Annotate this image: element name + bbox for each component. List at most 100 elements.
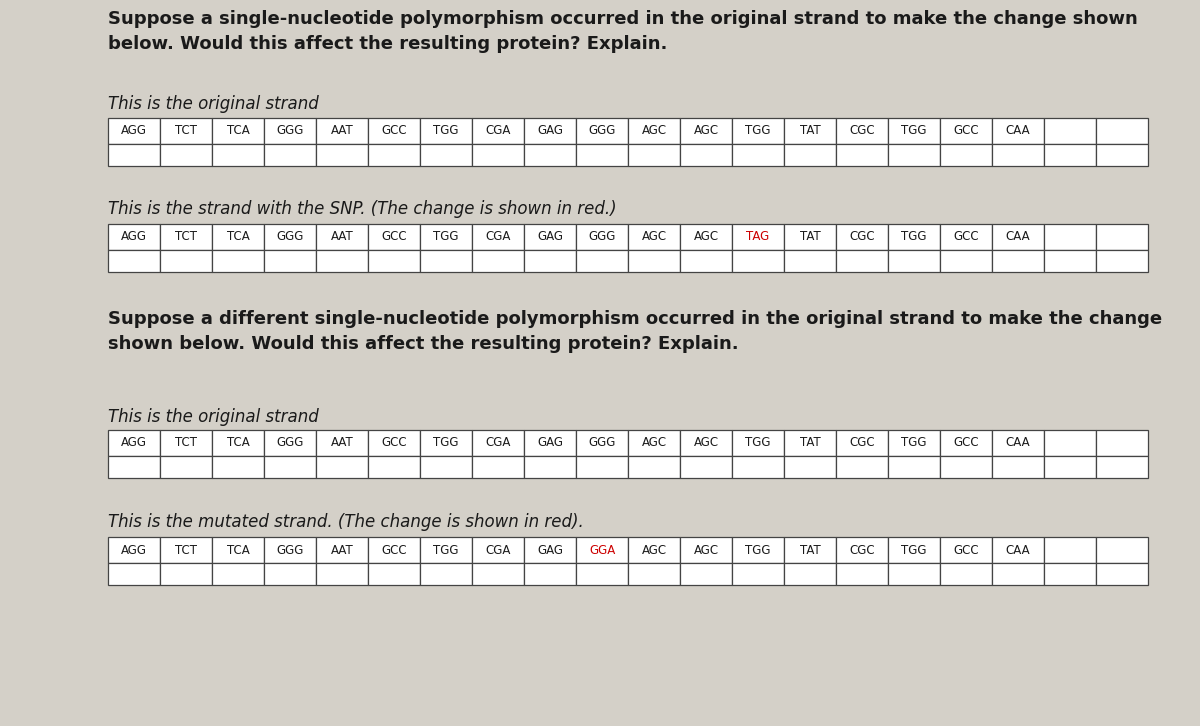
Bar — [576, 224, 628, 250]
Bar — [264, 537, 316, 563]
Text: TAG: TAG — [746, 230, 769, 243]
Bar — [1096, 430, 1148, 456]
Bar — [940, 118, 992, 144]
Bar — [368, 250, 420, 272]
Bar — [368, 456, 420, 478]
Bar — [680, 250, 732, 272]
Bar — [368, 537, 420, 563]
Bar — [940, 144, 992, 166]
Bar — [316, 537, 368, 563]
Bar — [472, 430, 524, 456]
Bar — [108, 563, 160, 585]
Text: GCC: GCC — [953, 230, 979, 243]
Text: CGC: CGC — [850, 230, 875, 243]
Text: AAT: AAT — [331, 230, 353, 243]
Bar — [368, 563, 420, 585]
Text: TCT: TCT — [175, 436, 197, 449]
Text: TGG: TGG — [433, 124, 458, 137]
Bar — [992, 144, 1044, 166]
Bar — [628, 537, 680, 563]
Bar — [576, 456, 628, 478]
Bar — [472, 250, 524, 272]
Bar — [1044, 537, 1096, 563]
Bar — [576, 250, 628, 272]
Bar — [1096, 144, 1148, 166]
Bar — [108, 537, 160, 563]
Bar — [576, 118, 628, 144]
Text: This is the original strand: This is the original strand — [108, 95, 319, 113]
Bar — [628, 224, 680, 250]
Bar — [316, 144, 368, 166]
Text: CAA: CAA — [1006, 124, 1031, 137]
Text: AGC: AGC — [694, 436, 719, 449]
Bar — [784, 563, 836, 585]
Bar — [160, 224, 212, 250]
Text: TAT: TAT — [799, 544, 821, 557]
Bar — [212, 430, 264, 456]
Text: CAA: CAA — [1006, 230, 1031, 243]
Bar — [1044, 456, 1096, 478]
Text: CGA: CGA — [485, 436, 511, 449]
Bar — [1096, 537, 1148, 563]
Text: AAT: AAT — [331, 124, 353, 137]
Bar — [472, 537, 524, 563]
Text: GAG: GAG — [538, 544, 563, 557]
Bar — [680, 563, 732, 585]
Bar — [524, 224, 576, 250]
Bar — [160, 118, 212, 144]
Bar — [992, 118, 1044, 144]
Bar — [784, 456, 836, 478]
Bar — [888, 430, 940, 456]
Bar — [420, 118, 472, 144]
Text: AGC: AGC — [694, 124, 719, 137]
Text: CGA: CGA — [485, 544, 511, 557]
Text: TGG: TGG — [745, 436, 770, 449]
Bar — [264, 144, 316, 166]
Text: GGG: GGG — [276, 230, 304, 243]
Bar — [316, 430, 368, 456]
Bar — [784, 430, 836, 456]
Bar — [368, 118, 420, 144]
Text: GAG: GAG — [538, 230, 563, 243]
Bar — [108, 224, 160, 250]
Text: TGG: TGG — [433, 544, 458, 557]
Text: CGA: CGA — [485, 124, 511, 137]
Text: GCC: GCC — [382, 436, 407, 449]
Text: GAG: GAG — [538, 124, 563, 137]
Bar — [472, 224, 524, 250]
Bar — [836, 537, 888, 563]
Bar — [576, 430, 628, 456]
Text: TCT: TCT — [175, 230, 197, 243]
Text: AGC: AGC — [694, 230, 719, 243]
Bar — [732, 118, 784, 144]
Bar — [836, 456, 888, 478]
Bar — [420, 250, 472, 272]
Text: CGC: CGC — [850, 124, 875, 137]
Bar — [888, 144, 940, 166]
Bar — [108, 456, 160, 478]
Bar — [160, 537, 212, 563]
Bar — [732, 144, 784, 166]
Text: GGG: GGG — [588, 230, 616, 243]
Bar — [836, 430, 888, 456]
Text: GGA: GGA — [589, 544, 616, 557]
Bar — [1096, 456, 1148, 478]
Bar — [888, 118, 940, 144]
Text: CAA: CAA — [1006, 544, 1031, 557]
Bar — [1044, 224, 1096, 250]
Bar — [732, 563, 784, 585]
Bar — [420, 456, 472, 478]
Text: TGG: TGG — [901, 124, 926, 137]
Bar — [784, 250, 836, 272]
Bar — [888, 250, 940, 272]
Text: AGC: AGC — [642, 544, 666, 557]
Text: AGG: AGG — [121, 230, 148, 243]
Bar — [212, 563, 264, 585]
Bar — [1044, 118, 1096, 144]
Bar — [940, 224, 992, 250]
Bar — [940, 430, 992, 456]
Bar — [524, 537, 576, 563]
Text: AGG: AGG — [121, 544, 148, 557]
Text: TCA: TCA — [227, 436, 250, 449]
Bar — [784, 537, 836, 563]
